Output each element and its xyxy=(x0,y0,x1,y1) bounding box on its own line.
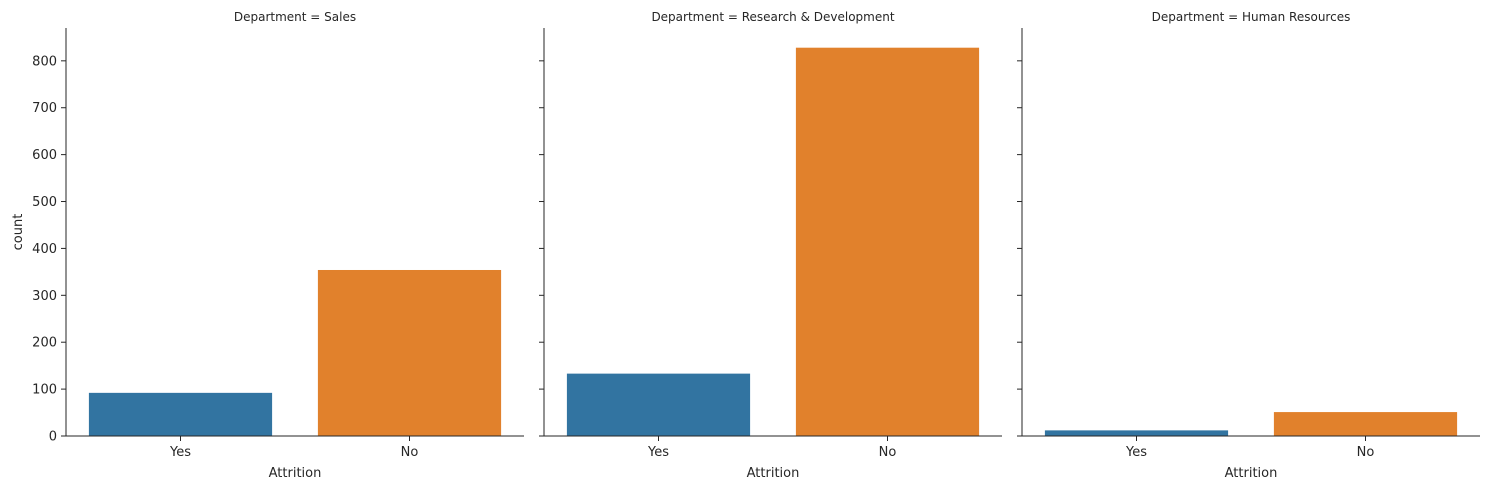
x-axis-label: Attrition xyxy=(269,466,322,481)
x-axis-label: Attrition xyxy=(747,466,800,481)
y-tick-label: 300 xyxy=(32,289,57,304)
panel-title: Department = Sales xyxy=(234,10,356,24)
y-tick-label: 400 xyxy=(32,242,57,257)
x-tick-label: No xyxy=(401,445,419,460)
x-tick-label: Yes xyxy=(1125,445,1147,460)
y-tick-label: 100 xyxy=(32,383,57,398)
x-tick-label: No xyxy=(879,445,897,460)
x-tick-label: Yes xyxy=(647,445,669,460)
bar-yes xyxy=(1044,430,1229,436)
bar-yes xyxy=(88,392,273,436)
bar-no xyxy=(1273,412,1458,436)
bar-no xyxy=(317,269,502,436)
x-tick-label: No xyxy=(1357,445,1375,460)
bar-no xyxy=(795,47,980,436)
y-tick-label: 700 xyxy=(32,101,57,116)
y-axis-label: count xyxy=(11,214,26,251)
y-tick-label: 600 xyxy=(32,148,57,163)
y-tick-label: 500 xyxy=(32,195,57,210)
panel-title: Department = Human Resources xyxy=(1152,10,1351,24)
panel-title: Department = Research & Development xyxy=(651,10,894,24)
x-tick-label: Yes xyxy=(169,445,191,460)
y-tick-label: 200 xyxy=(32,336,57,351)
y-tick-label: 800 xyxy=(32,54,57,69)
bar-yes xyxy=(566,373,751,436)
y-tick-label: 0 xyxy=(49,430,57,445)
x-axis-label: Attrition xyxy=(1225,466,1278,481)
